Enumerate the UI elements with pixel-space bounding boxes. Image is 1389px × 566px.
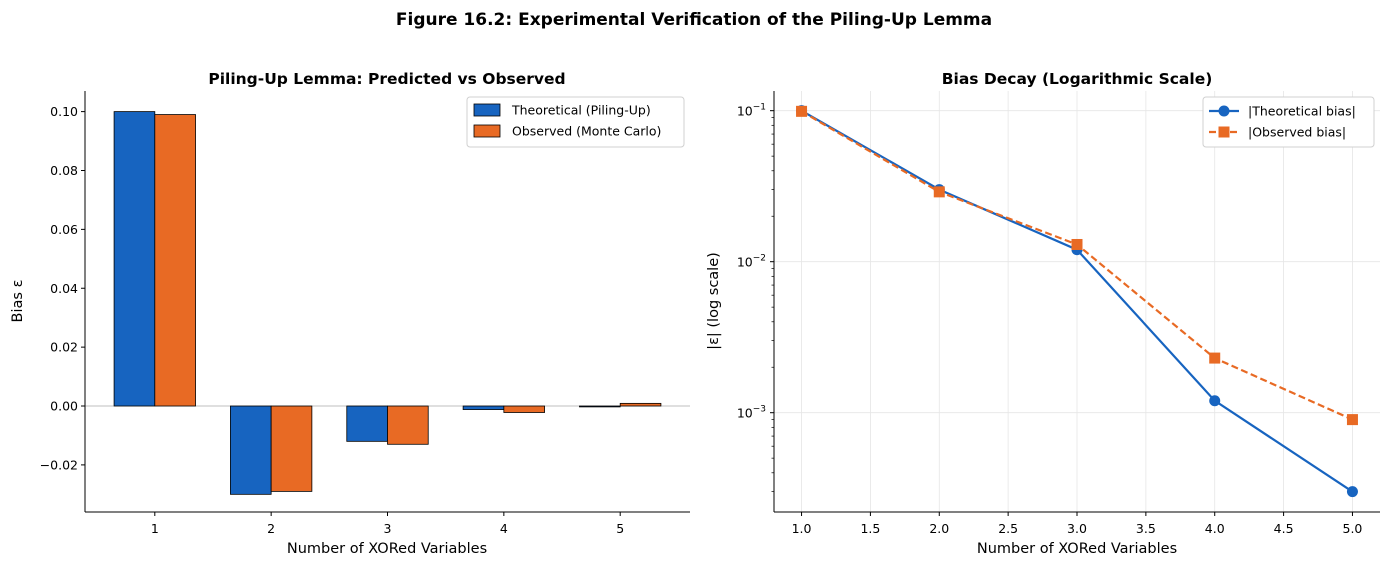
legend-label-theoretical: Theoretical (Piling-Up) [511,103,651,118]
bar-chart-legend [466,96,685,148]
point-theoretical-5 [1346,486,1358,498]
bar-observed-3 [387,405,429,445]
figure-title: Figure 16.2: Experimental Verification o… [396,10,992,30]
bar-chart-xtick-label: 1 [151,521,159,536]
bar-chart-xtick-label: 5 [616,521,624,536]
bar-chart-ytick-label: 0.06 [50,222,78,237]
point-observed-3 [1071,238,1083,250]
point-observed-2 [933,186,945,198]
line-chart-xtick-label: 2.0 [929,521,949,536]
line-chart-ytick-label: 10−1 [737,103,766,119]
bar-theoretical-4 [462,405,505,410]
line-chart-ytick-label: 10−3 [737,405,766,421]
line-chart-xtick-label: 4.0 [1205,521,1225,536]
bar-observed-2 [270,405,313,492]
line-chart-xtick-label: 1.0 [792,521,812,536]
legend-marker-theoretical [1218,105,1230,117]
bar-theoretical-5 [579,405,621,408]
bar-theoretical-1 [113,111,156,407]
point-observed-1 [796,105,808,117]
legend-label-theoretical: |Theoretical bias| [1248,104,1356,119]
bar-chart-panel: Piling-Up Lemma: Predicted vs Observed N… [10,70,690,557]
line-chart-xtick-label: 4.5 [1274,521,1294,536]
line-chart-ylabel: |ε| (log scale) [706,252,722,350]
line-chart-panel: Bias Decay (Logarithmic Scale) Number of… [706,70,1380,557]
line-chart-xtick-label: 3.0 [1067,521,1087,536]
bar-chart-ytick-label: 0.08 [50,163,78,178]
bar-chart-title: Piling-Up Lemma: Predicted vs Observed [208,70,565,88]
point-observed-5 [1346,414,1358,426]
legend-label-observed: |Observed bias| [1248,125,1346,140]
bar-chart-ytick-label: 0.10 [50,104,78,119]
bar-chart-xtick-label: 4 [500,521,508,536]
bar-theoretical-3 [346,405,388,442]
line-chart-xlabel: Number of XORed Variables [977,541,1177,557]
line-chart-xtick-label: 3.5 [1136,521,1156,536]
point-observed-4 [1209,352,1221,364]
bar-chart-ylabel: Bias ε [10,280,26,323]
legend-swatch-theoretical [473,103,501,117]
legend-label-observed: Observed (Monte Carlo) [512,124,661,139]
bar-chart-ytick-label: 0.02 [50,340,78,355]
line-chart-ytick-label: 10−2 [737,254,766,270]
bar-chart-xlabel: Number of XORed Variables [287,541,487,557]
line-chart-legend [1202,96,1375,148]
bar-observed-4 [503,405,545,413]
bar-chart-ytick-label: −0.02 [40,457,78,472]
bar-chart-xtick-label: 3 [384,521,392,536]
line-chart-xtick-label: 2.5 [998,521,1018,536]
bar-observed-1 [154,114,196,407]
line-chart-title: Bias Decay (Logarithmic Scale) [942,70,1213,88]
line-chart-xtick-label: 5.0 [1343,521,1363,536]
bar-chart-ytick-label: 0.00 [50,399,78,414]
bar-theoretical-2 [230,405,272,495]
bar-observed-5 [619,402,662,407]
bar-chart-ytick-label: 0.04 [50,281,78,296]
line-chart-xtick-label: 1.5 [860,521,880,536]
legend-marker-observed [1218,126,1230,138]
bar-chart-xtick-label: 2 [267,521,275,536]
legend-swatch-observed [473,124,501,138]
point-theoretical-4 [1209,395,1221,407]
